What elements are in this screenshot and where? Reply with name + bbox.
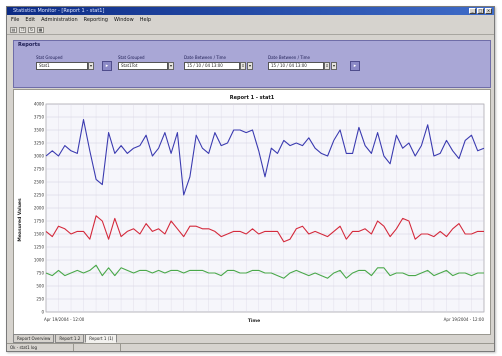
menu-reporting[interactable]: Reporting xyxy=(83,17,108,23)
run-report-button[interactable]: ▸ xyxy=(350,61,360,71)
status-bar: Ok - stat1 log xyxy=(7,343,494,351)
status-panel xyxy=(74,344,121,351)
series-line-2 xyxy=(45,215,484,243)
date-start-label: Date Between / Time xyxy=(184,55,227,60)
tab-report-1-1[interactable]: Report 1 (1) xyxy=(85,334,118,343)
y-tick-label: 1000 xyxy=(34,257,45,262)
y-tick-label: 1250 xyxy=(34,244,45,249)
maximize-button[interactable]: □ xyxy=(477,8,484,14)
title-bar: Statistics Monitor - [Report 1 - stat1] … xyxy=(7,7,494,15)
y-tick-label: 0 xyxy=(41,309,44,314)
y-tick-label: 2000 xyxy=(34,205,45,210)
x-axis-label: Time xyxy=(248,318,260,324)
y-tick-label: 500 xyxy=(36,283,44,288)
group-go-button[interactable]: ▸ xyxy=(102,61,112,71)
chart-title: Report 1 - stat1 xyxy=(230,95,275,101)
stat-group-input[interactable]: Stat1 xyxy=(36,62,88,70)
line-chart: Report 1 - stat1 0 250 500 750 1000 1250 1500 1… xyxy=(17,95,485,324)
print-icon[interactable]: ▤ xyxy=(10,26,17,33)
y-axis-label: Measured Values xyxy=(17,198,23,242)
y-tick-label: 3750 xyxy=(34,114,45,119)
menu-administration[interactable]: Administration xyxy=(41,17,78,23)
window-title: Statistics Monitor - [Report 1 - stat1] xyxy=(13,8,105,14)
menu-file[interactable]: File xyxy=(11,17,20,23)
report-icon[interactable]: ▦ xyxy=(37,26,44,33)
y-tick-label: 1750 xyxy=(34,218,45,223)
y-tick-label: 2750 xyxy=(34,166,45,171)
calendar-icon[interactable]: ▾ xyxy=(331,62,337,70)
x-start-tick: Apr 19/2004 - 12:00 xyxy=(44,317,85,322)
app-window: Statistics Monitor - [Report 1 - stat1] … xyxy=(6,6,495,352)
menu-bar: File Edit Administration Reporting Windo… xyxy=(7,16,494,24)
close-button[interactable]: × xyxy=(485,8,492,14)
menu-window[interactable]: Window xyxy=(113,17,134,23)
y-tick-label: 3000 xyxy=(34,153,45,158)
date-end-label: Date Between / Time xyxy=(268,55,311,60)
reports-panel-title: Reports xyxy=(18,42,41,48)
y-axis-ticks: 0 250 500 750 1000 1250 1500 1750 2000 2250 2500 27… xyxy=(34,101,45,314)
date-end-spinner[interactable]: ⇕ xyxy=(324,62,330,70)
y-tick-label: 3500 xyxy=(34,127,45,132)
y-tick-label: 1500 xyxy=(34,231,45,236)
chevron-down-icon[interactable]: ▾ xyxy=(88,62,94,70)
x-end-tick: Apr 19/2004 - 12:00 xyxy=(444,317,485,322)
stat-total-label: Stat Grouped xyxy=(118,55,145,60)
series-line-3 xyxy=(45,264,484,279)
chart-grid xyxy=(45,103,485,313)
y-tick-label: 4000 xyxy=(34,101,45,106)
report-tabs: Report Overview Report 1.2 Report 1 (1) xyxy=(13,334,118,343)
minimize-button[interactable]: _ xyxy=(469,8,476,14)
menu-help[interactable]: Help xyxy=(139,17,152,23)
y-tick-label: 750 xyxy=(36,270,44,275)
refresh-icon[interactable]: ↻ xyxy=(28,26,35,33)
toolbar: ▤ ❐ ↻ ▦ xyxy=(7,25,494,35)
chart-series xyxy=(45,119,485,279)
date-start-input[interactable]: 15 / 10 / 04 13:00 xyxy=(184,62,240,70)
stat-total-input[interactable]: Stat1Tot xyxy=(118,62,168,70)
reports-panel: Reports Stat Grouped Stat1 ▾ ▸ Stat Grou… xyxy=(13,40,491,88)
series-line-1 xyxy=(45,119,485,196)
calendar-icon[interactable]: ▾ xyxy=(247,62,253,70)
chart-area: Report 1 - stat1 0 250 500 750 1000 1250 1500 1… xyxy=(13,89,491,335)
date-start-spinner[interactable]: ⇕ xyxy=(240,62,246,70)
y-tick-label: 2250 xyxy=(34,192,45,197)
y-tick-label: 2500 xyxy=(34,179,45,184)
status-text: Ok - stat1 log xyxy=(7,344,74,351)
y-tick-label: 250 xyxy=(36,296,44,301)
copy-icon[interactable]: ❐ xyxy=(19,26,26,33)
tab-report-1-2[interactable]: Report 1.2 xyxy=(55,334,85,343)
menu-edit[interactable]: Edit xyxy=(25,17,36,23)
chevron-down-icon[interactable]: ▾ xyxy=(168,62,174,70)
y-tick-label: 3250 xyxy=(34,140,45,145)
tab-report-overview[interactable]: Report Overview xyxy=(13,334,55,343)
date-end-input[interactable]: 15 / 10 / 04 13:00 xyxy=(268,62,324,70)
stat-group-label: Stat Grouped xyxy=(36,55,63,60)
